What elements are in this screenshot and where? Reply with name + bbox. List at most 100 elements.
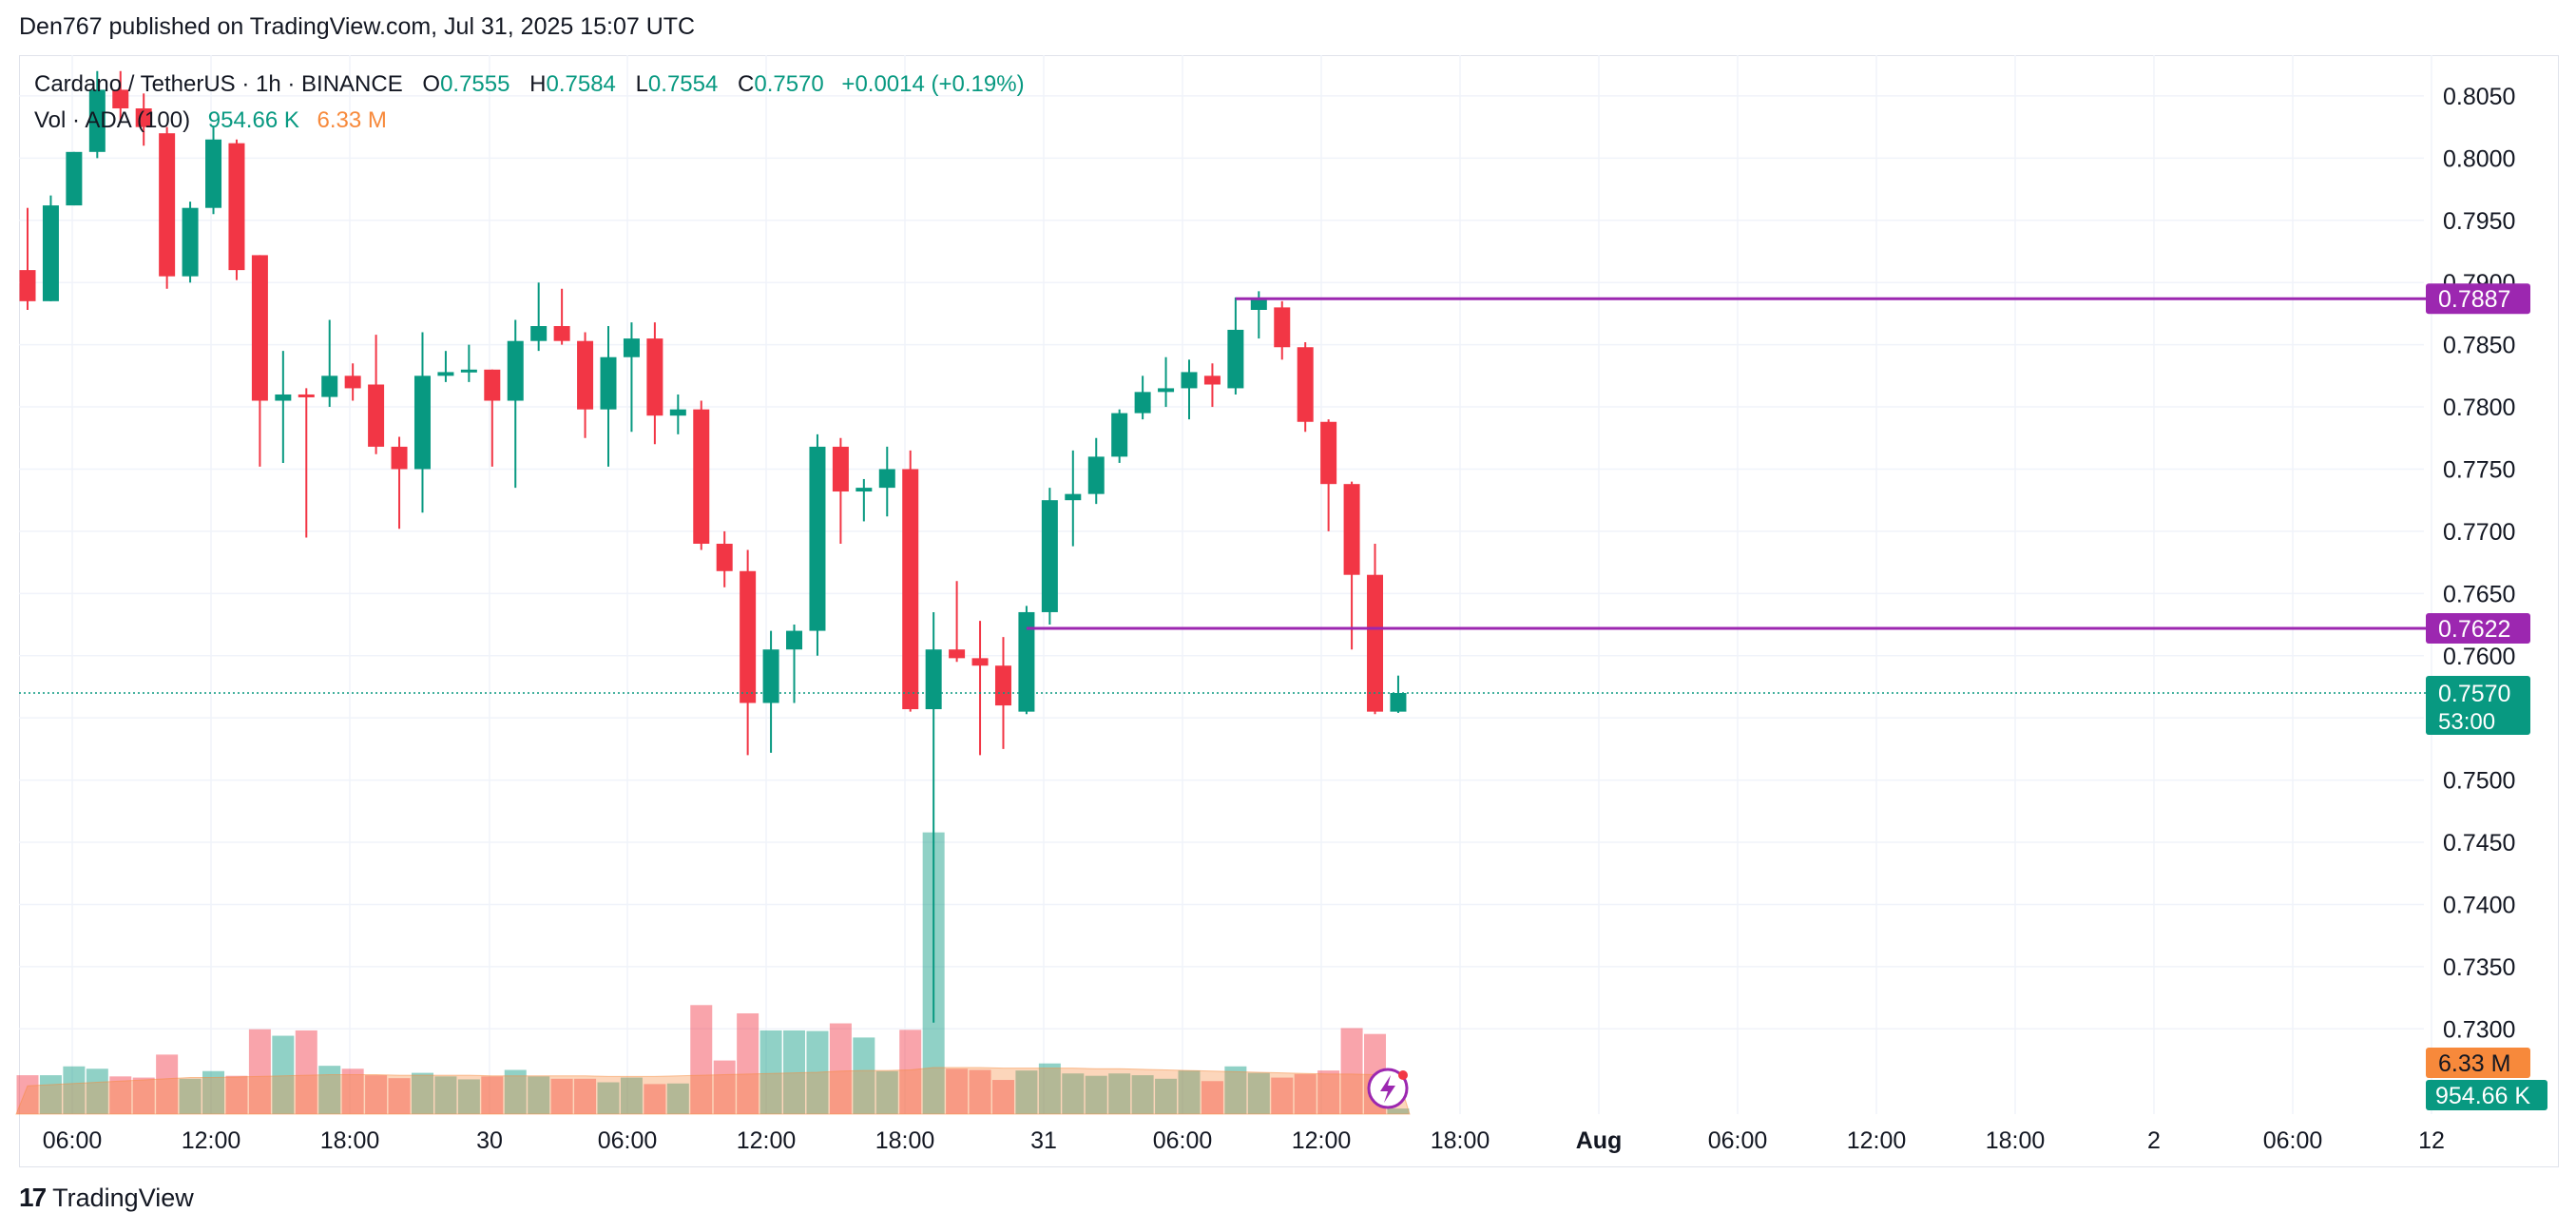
candle-body [42,205,59,301]
candle-body [832,446,849,492]
candle [600,326,617,467]
candle [1111,409,1128,463]
time-axis-tick-label: 06:00 [598,1127,658,1154]
candle [368,335,385,454]
volume-bar [156,1054,179,1114]
volume-bar [853,1037,875,1114]
volume-bar [272,1035,295,1114]
legend-low-label: L [635,71,648,97]
candle [855,478,873,522]
candle [88,70,106,159]
candle [135,93,152,146]
candle [66,151,83,206]
time-axis-tick-label: 12:00 [737,1127,797,1154]
candle [809,433,826,656]
chart-area[interactable] [19,55,2559,1167]
legend-high-value: 0.7584 [546,71,616,97]
volume-bar [666,1083,689,1114]
volume-bar [737,1012,759,1114]
candle [1041,488,1058,626]
candle-body [925,649,942,710]
volume-bar [132,1077,155,1114]
lightning-badge-icon[interactable] [1367,1068,1409,1109]
legend-low-value: 0.7554 [647,71,719,97]
candle [577,332,594,438]
candle [460,344,477,382]
candle [1018,606,1035,715]
candle-body [88,89,106,152]
candle-body [1367,574,1384,712]
candle [1297,342,1314,433]
volume-bar [1387,1108,1410,1114]
horizontal-line-label: 0.7887 [2438,286,2510,313]
volume-bar [1201,1081,1223,1114]
candle-body [413,375,431,470]
legend-volume-value: 954.66 K [207,107,299,133]
volume-bar [899,1030,922,1114]
candle-body [1343,484,1360,575]
volume-bar [318,1066,341,1114]
candle-body [135,108,152,127]
candle-body [693,409,710,544]
lightning-bolt-icon [1380,1075,1395,1103]
candle-body [1111,413,1128,457]
candle [484,369,501,467]
grid [19,55,2432,1114]
legend-open-value: 0.7555 [440,71,510,97]
volume-ma-label: 6.33 M [2438,1050,2510,1077]
candle-body [484,369,501,401]
candle-body [228,143,245,271]
legend-change: +0.0014 (+0.19%) [841,71,1025,97]
legend-symbol[interactable]: Cardano / TetherUS · 1h · BINANCE [34,71,403,97]
time-axis-tick-label: 18:00 [1431,1127,1490,1154]
legend-volume-label[interactable]: Vol · ADA (100) [34,107,191,133]
candle-body [460,369,477,373]
legend-ohlc-row: Cardano / TetherUS · 1h · BINANCE O0.755… [34,67,1025,103]
volume-bar [620,1077,643,1114]
candle-body [786,630,803,650]
tradingview-logo[interactable]: 17 TradingView [19,1183,194,1213]
candle [1181,359,1198,420]
price-axis-tick-label: 0.7600 [2443,644,2515,670]
candle [321,319,338,408]
price-axis-tick-label: 0.7750 [2443,456,2515,483]
candle-body [19,270,36,301]
volume-bar [1271,1077,1294,1114]
candle-body [1274,307,1291,348]
legend-volume-row: Vol · ADA (100) 954.66 K 6.33 M [34,103,1025,139]
volume-bar [109,1076,132,1114]
candle-body [1203,375,1221,385]
candle-body [344,375,361,389]
candle-body [716,543,733,571]
price-axis-tick-label: 0.7650 [2443,581,2515,607]
price-axis: 0.80500.80000.79500.79000.78500.78000.77… [2443,84,2515,1043]
volume-bar [1131,1075,1154,1114]
candle-body [1134,392,1151,414]
candle-body [182,207,199,277]
candle [693,400,710,550]
candle [1274,300,1291,360]
candle [251,255,268,467]
candle [413,332,431,513]
candle-body [66,151,83,206]
candle-body [949,649,966,659]
candle-body [1158,388,1175,393]
volume-bar [248,1029,271,1114]
candle-body [762,649,779,703]
candle [553,288,570,345]
candle [112,70,129,122]
volume-bar [86,1068,108,1114]
candle-body [391,446,408,470]
price-axis-tick-label: 0.7500 [2443,768,2515,795]
candle [507,319,524,489]
candle [530,282,548,352]
price-axis-tick-label: 0.7450 [2443,830,2515,857]
candle [1227,297,1244,395]
time-axis-tick-label: 30 [476,1127,503,1154]
volume-bar [481,1076,504,1114]
legend-close-label: C [738,71,755,97]
candle-body [809,446,826,631]
candle-body [530,326,548,341]
price-axis-tick-label: 0.7950 [2443,208,2515,235]
